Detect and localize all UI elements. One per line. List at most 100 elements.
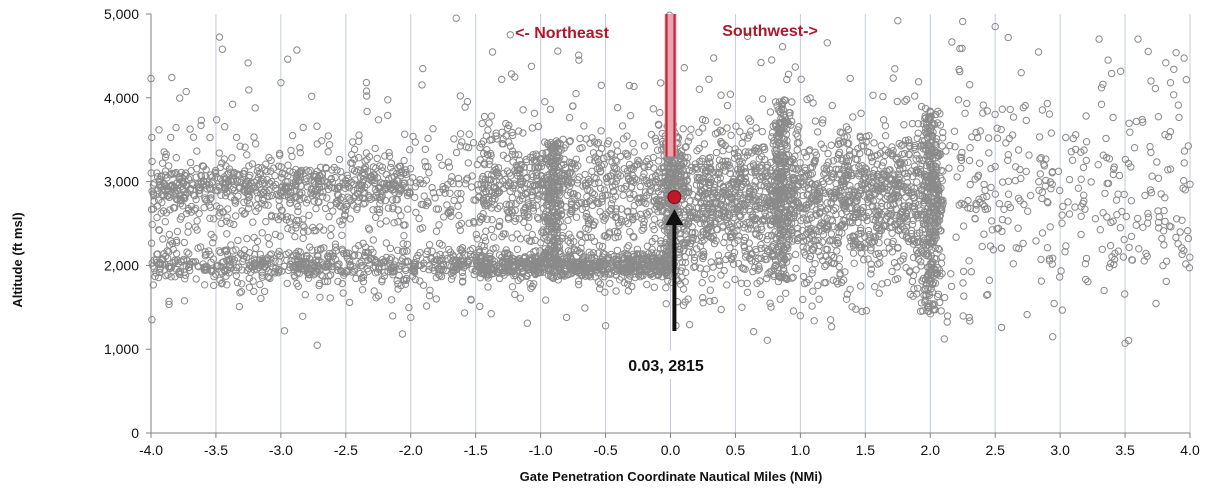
data-point-1793 xyxy=(411,183,419,191)
data-point-960 xyxy=(291,261,299,270)
data-point-2209 xyxy=(206,214,214,223)
data-point-2048 xyxy=(763,235,771,244)
data-point-1925 xyxy=(867,246,875,254)
data-point-1700 xyxy=(257,294,265,303)
data-point-92 xyxy=(215,149,224,157)
data-point-970 xyxy=(382,257,390,265)
data-point-292 xyxy=(406,188,414,196)
data-point-1998 xyxy=(400,156,408,165)
data-point-396 xyxy=(302,174,311,183)
data-point-2219 xyxy=(148,133,156,142)
data-point-1962 xyxy=(355,193,364,202)
data-point-310 xyxy=(287,146,295,155)
data-point-1919 xyxy=(260,287,269,296)
data-point-944 xyxy=(446,248,455,256)
data-point-982 xyxy=(228,255,236,263)
data-point-376 xyxy=(160,148,168,156)
data-point-995 xyxy=(613,246,622,255)
data-point-1644 xyxy=(148,220,156,229)
data-point-774 xyxy=(463,260,472,268)
data-point-402 xyxy=(327,174,335,183)
data-point-115 xyxy=(220,155,229,163)
data-point-2128 xyxy=(356,166,365,175)
data-point-269 xyxy=(246,171,254,180)
data-point-2216 xyxy=(679,285,688,293)
data-point-2189 xyxy=(321,204,330,213)
data-point-1711 xyxy=(293,170,301,179)
data-point-1733 xyxy=(559,223,567,231)
data-point-392 xyxy=(315,198,323,207)
data-point-2070 xyxy=(336,195,344,204)
data-point-1841 xyxy=(401,168,410,177)
data-point-19 xyxy=(371,144,379,153)
data-point-1472 xyxy=(492,262,501,271)
data-point-1850 xyxy=(629,253,638,261)
data-point-463 xyxy=(350,180,358,189)
data-point-405 xyxy=(353,168,361,176)
data-point-1413 xyxy=(610,252,618,261)
data-point-1977 xyxy=(485,160,493,169)
data-point-1553 xyxy=(553,272,561,281)
data-point-1858 xyxy=(431,194,439,202)
data-point-1608 xyxy=(568,265,576,273)
data-point-1416 xyxy=(531,270,539,278)
data-point-721 xyxy=(289,252,297,260)
data-point-907 xyxy=(378,275,386,284)
data-point-2118 xyxy=(577,244,585,252)
data-point-1760 xyxy=(578,270,586,279)
data-point-843 xyxy=(239,257,247,266)
data-point-700 xyxy=(201,252,210,260)
data-point-1838 xyxy=(250,133,258,141)
data-point-886 xyxy=(325,262,333,271)
data-point-1705 xyxy=(217,219,225,228)
data-point-1897 xyxy=(465,130,473,138)
data-point-983 xyxy=(338,279,346,288)
data-point-2026 xyxy=(648,249,656,257)
data-point-368 xyxy=(383,180,391,188)
data-point-1659 xyxy=(315,281,323,290)
data-point-776 xyxy=(250,255,259,263)
data-point-459 xyxy=(286,167,294,176)
data-point-777 xyxy=(267,250,275,258)
data-point-871 xyxy=(292,249,300,257)
data-point-893 xyxy=(185,263,194,271)
data-point-2115 xyxy=(689,249,697,257)
data-point-910 xyxy=(304,274,313,282)
data-point-945 xyxy=(437,262,445,270)
data-point-1643 xyxy=(476,302,484,311)
data-point-2180 xyxy=(827,323,836,331)
data-point-99 xyxy=(363,180,371,189)
data-point-662 xyxy=(232,267,240,275)
data-point-744 xyxy=(287,256,295,265)
data-point-2195 xyxy=(406,146,414,154)
data-point-346 xyxy=(223,189,231,197)
data-point-1902 xyxy=(398,330,407,338)
data-point-1783 xyxy=(405,303,413,312)
data-point-706 xyxy=(342,267,350,275)
data-point-1678 xyxy=(345,184,354,192)
data-point-1665 xyxy=(546,105,555,114)
data-point-931 xyxy=(325,254,333,262)
data-point-93 xyxy=(276,192,284,200)
data-point-926 xyxy=(436,271,444,280)
data-point-1992 xyxy=(447,177,455,186)
data-point-2125 xyxy=(732,122,740,130)
data-point-2012 xyxy=(275,149,284,158)
data-point-317 xyxy=(385,152,394,160)
data-point-372 xyxy=(168,181,177,189)
data-point-1765 xyxy=(173,227,182,236)
data-point-2175 xyxy=(614,233,622,241)
data-point-436 xyxy=(225,169,233,178)
data-point-1866 xyxy=(432,205,441,213)
data-point-1531 xyxy=(591,262,600,270)
data-point-1571 xyxy=(633,250,642,259)
data-point-2232 xyxy=(253,237,262,246)
data-point-1607 xyxy=(537,268,545,276)
data-point-2164 xyxy=(294,207,302,216)
data-point-1876 xyxy=(223,250,232,259)
data-point-2080 xyxy=(888,267,896,276)
data-point-1601 xyxy=(607,269,616,277)
data-point-1689 xyxy=(335,155,344,164)
data-point-1947 xyxy=(456,226,464,234)
data-point-1639 xyxy=(526,262,534,271)
